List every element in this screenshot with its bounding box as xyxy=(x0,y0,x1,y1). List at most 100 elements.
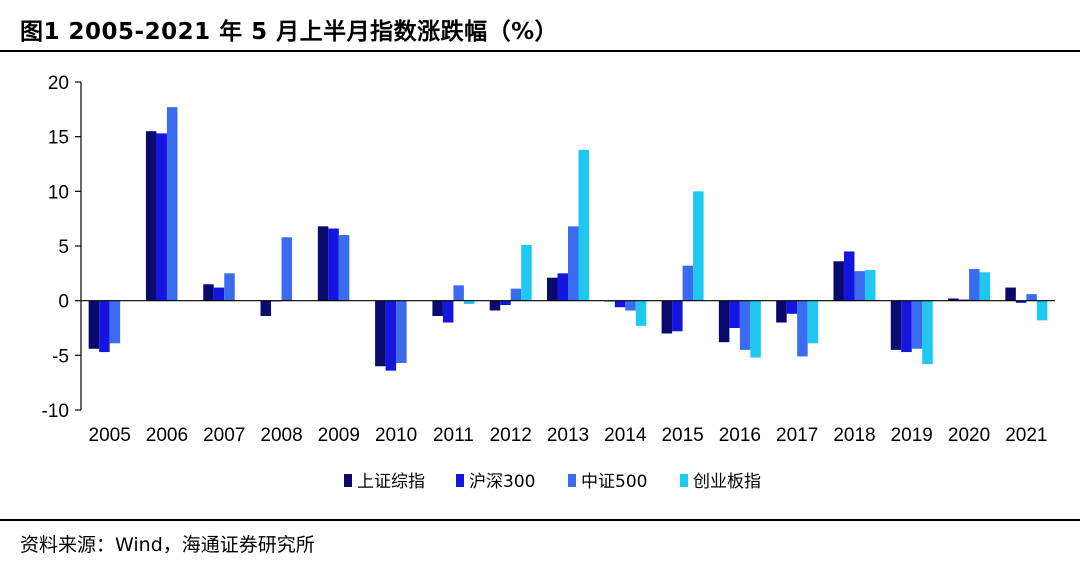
bar-2015-2 xyxy=(682,265,694,301)
bar-2007-2 xyxy=(224,273,235,301)
y-tick-label: -10 xyxy=(42,401,69,422)
legend: 上证综指 沪深300 中证500 创业板指 xyxy=(344,472,761,492)
y-tick-label: 10 xyxy=(48,182,69,203)
source-rule xyxy=(0,519,1080,521)
bar-2010-0 xyxy=(375,300,386,367)
bar-2021-3 xyxy=(1036,300,1048,321)
bar-2013-2 xyxy=(568,226,579,301)
y-tick-label: -5 xyxy=(52,346,69,367)
bar-2019-1 xyxy=(901,300,912,353)
legend-label: 上证综指 xyxy=(357,472,425,492)
bar-2017-0 xyxy=(776,300,787,323)
y-tick-label: 5 xyxy=(58,237,69,258)
bar-2012-3 xyxy=(521,244,532,301)
bar-2017-3 xyxy=(807,300,819,344)
bars xyxy=(88,107,1048,371)
x-tick-label: 2016 xyxy=(719,425,761,446)
x-tick-label: 2019 xyxy=(891,425,933,446)
bar-2019-3 xyxy=(922,300,933,365)
bar-2016-0 xyxy=(718,300,730,343)
bar-2015-3 xyxy=(693,191,704,301)
bar-2016-2 xyxy=(739,300,751,350)
bar-2018-2 xyxy=(854,271,865,301)
bar-2007-1 xyxy=(213,287,225,301)
bar-2011-1 xyxy=(442,300,454,323)
y-tick-label: 20 xyxy=(48,73,69,94)
x-tick-label: 2005 xyxy=(89,425,131,446)
bar-2009-1 xyxy=(328,228,339,301)
figure-title: 图1 2005-2021 年 5 月上半月指数涨跌幅（%） xyxy=(20,19,559,45)
bar-2006-2 xyxy=(166,107,178,301)
x-tick-label: 2017 xyxy=(776,425,818,446)
bar-2014-2 xyxy=(625,300,636,311)
bar-2010-1 xyxy=(385,300,397,371)
bar-2011-3 xyxy=(463,300,475,304)
bar-2016-1 xyxy=(729,300,740,328)
bar-2012-1 xyxy=(500,300,511,306)
bar-2018-1 xyxy=(843,251,855,301)
legend-swatch xyxy=(344,474,352,487)
bar-2013-1 xyxy=(557,273,568,301)
y-tick-label: 15 xyxy=(48,128,69,149)
legend-swatch xyxy=(568,474,576,487)
x-tick-label: 2009 xyxy=(318,425,360,446)
bar-2019-0 xyxy=(890,300,902,350)
bar-2015-0 xyxy=(661,300,673,334)
bar-2018-3 xyxy=(864,270,876,301)
x-tick-label: 2007 xyxy=(203,425,245,446)
bar-2013-3 xyxy=(578,149,589,301)
bar-2017-2 xyxy=(797,300,808,357)
x-tick-label: 2008 xyxy=(260,425,302,446)
y-tick-label: 0 xyxy=(58,292,69,313)
x-tick-label: 2011 xyxy=(433,425,474,446)
bar-2021-1 xyxy=(1015,300,1027,303)
bar-2020-3 xyxy=(979,272,991,301)
bar-2021-2 xyxy=(1026,294,1037,301)
legend-label: 沪深300 xyxy=(469,472,535,492)
x-tick-label: 2021 xyxy=(1005,425,1047,446)
x-tick-label: 2013 xyxy=(547,425,589,446)
legend-label: 中证500 xyxy=(581,472,647,492)
bar-2014-3 xyxy=(635,300,647,326)
bar-2009-2 xyxy=(338,235,350,301)
bar-2012-0 xyxy=(489,300,501,311)
x-tick-label: 2020 xyxy=(948,425,990,446)
bar-2007-0 xyxy=(203,284,214,301)
bar-2012-2 xyxy=(510,288,522,301)
x-tick-label: 2012 xyxy=(490,425,532,446)
bar-2009-0 xyxy=(317,226,329,301)
bar-2006-0 xyxy=(145,131,157,301)
bar-2018-0 xyxy=(833,261,844,301)
bar-2014-1 xyxy=(614,300,626,308)
title-rule xyxy=(0,50,1080,52)
bar-2019-2 xyxy=(911,300,923,349)
bar-2020-2 xyxy=(969,268,980,301)
bar-2017-1 xyxy=(786,300,798,314)
bar-2011-2 xyxy=(453,285,464,301)
bar-2020-0 xyxy=(948,298,959,301)
bar-2006-1 xyxy=(156,133,167,301)
bar-2011-0 xyxy=(432,300,443,316)
legend-swatch xyxy=(680,474,688,487)
bar-2015-1 xyxy=(672,300,683,332)
x-axis: 2005 2006 2007 2008 2009 2010 2011 2012 2013 2014… xyxy=(81,300,1055,446)
legend-label: 创业板指 xyxy=(693,472,761,492)
bar-2005-0 xyxy=(88,300,100,349)
bar-2021-0 xyxy=(1005,287,1016,301)
legend-swatch xyxy=(456,474,464,487)
bar-2008-0 xyxy=(260,300,272,316)
bar-2008-2 xyxy=(281,237,293,301)
x-tick-label: 2018 xyxy=(833,425,875,446)
bar-2005-1 xyxy=(99,300,110,353)
bar-2016-3 xyxy=(750,300,761,358)
x-tick-label: 2014 xyxy=(604,425,647,446)
bar-2010-2 xyxy=(396,300,407,363)
y-axis: 20 15 10 5 0 -5 -10 xyxy=(42,73,82,422)
x-tick-label: 2010 xyxy=(375,425,417,446)
bar-2005-2 xyxy=(109,300,121,344)
source-note: 资料来源：Wind，海通证券研究所 xyxy=(20,534,315,556)
x-tick-label: 2015 xyxy=(661,425,703,446)
bar-2013-0 xyxy=(547,277,558,301)
x-tick-label: 2006 xyxy=(146,425,188,446)
